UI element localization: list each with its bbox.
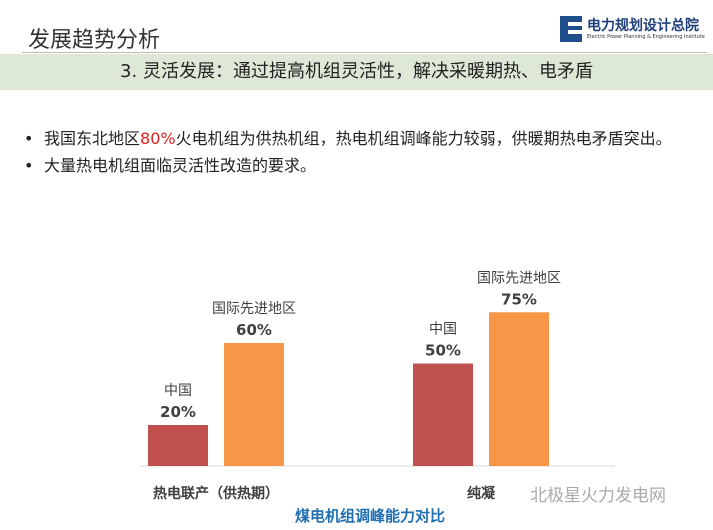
bullet-item: 大量热电机组面临灵活性改造的要求。 <box>22 153 702 178</box>
series-label: 中国 <box>429 322 457 338</box>
bullet-list: 我国东北地区80%火电机组为供热机组，热电机组调峰能力较弱，供暖期热电矛盾突出。… <box>22 126 702 178</box>
bar <box>148 425 208 466</box>
bullet-item: 我国东北地区80%火电机组为供热机组，热电机组调峰能力较弱，供暖期热电矛盾突出。 <box>22 126 702 151</box>
page-title: 发展趋势分析 <box>28 28 161 53</box>
data-label: 60% <box>236 321 272 339</box>
bullet-text: 火电机组为供热机组，热电机组调峰能力较弱，供暖期热电矛盾突出。 <box>175 129 672 148</box>
chart-title: 煤电机组调峰能力对比 <box>295 507 445 525</box>
series-label: 中国 <box>164 383 192 399</box>
data-label: 50% <box>425 342 461 360</box>
logo-icon <box>560 16 582 42</box>
logo: 电力规划设计总院 Electric Power Planning & Engin… <box>560 16 705 42</box>
bar <box>224 343 284 466</box>
bullet-text: 我国东北地区 <box>44 129 141 148</box>
data-label: 20% <box>160 403 196 421</box>
divider <box>22 52 707 53</box>
series-label: 国际先进地区 <box>477 270 561 286</box>
bullet-highlight: 80% <box>140 129 176 148</box>
category-label: 热电联产（供热期） <box>153 485 279 502</box>
bar <box>413 363 473 466</box>
bar <box>489 312 549 466</box>
series-label: 国际先进地区 <box>212 301 296 317</box>
bullet-text: 大量热电机组面临灵活性改造的要求。 <box>44 156 317 175</box>
logo-subtitle: Electric Power Planning & Engineering In… <box>587 33 705 40</box>
section-banner: 3. 灵活发展：通过提高机组灵活性，解决采暖期热、电矛盾 <box>0 54 713 90</box>
watermark: 北极星火力发电网 <box>530 486 666 506</box>
data-label: 75% <box>501 290 537 308</box>
category-label: 纯凝 <box>467 485 496 502</box>
logo-name: 电力规划设计总院 <box>587 17 699 34</box>
